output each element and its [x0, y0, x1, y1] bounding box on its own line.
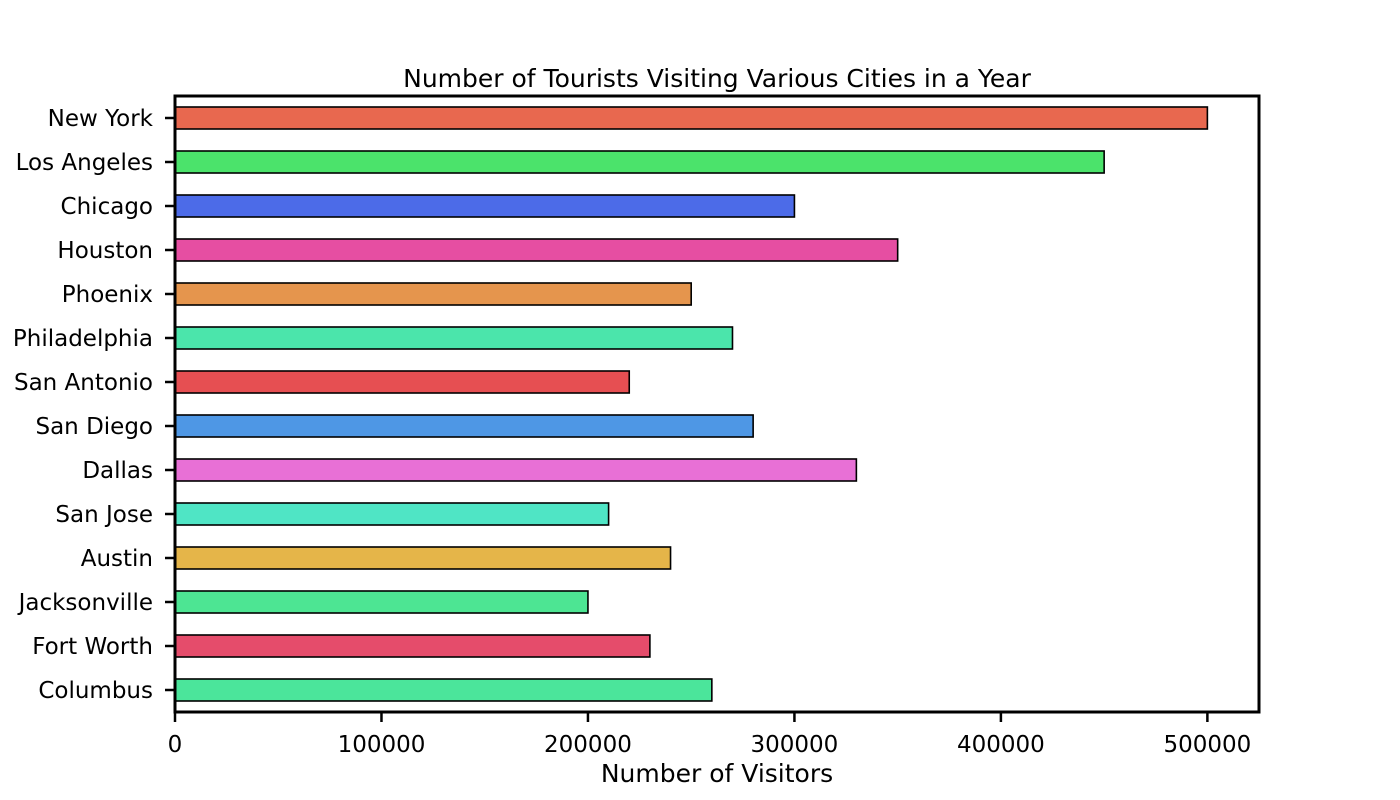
bars-layer — [174, 106, 1209, 702]
x-tick-label: 500000 — [1163, 732, 1251, 758]
bar-houston — [174, 238, 899, 262]
y-tick-label: New York — [48, 106, 154, 132]
y-tick-label: Columbus — [38, 678, 153, 704]
y-tick-label: Los Angeles — [16, 150, 153, 176]
bar-fort-worth — [174, 634, 651, 658]
bar-san-antonio — [174, 370, 631, 394]
x-tick-label: 0 — [168, 732, 183, 758]
y-tick-label: Houston — [57, 238, 153, 264]
plot-frame — [173, 94, 1261, 714]
x-tick-label: 300000 — [751, 732, 839, 758]
x-tick-label: 400000 — [957, 732, 1045, 758]
bar-austin — [174, 546, 672, 570]
bar-los-angeles — [174, 150, 1105, 174]
x-tick-label: 200000 — [544, 732, 632, 758]
bar-philadelphia — [174, 326, 734, 350]
y-tick-label: San Jose — [55, 502, 153, 528]
y-tick-label: Dallas — [82, 458, 153, 484]
bar-dallas — [174, 458, 858, 482]
y-tick-label: Jacksonville — [17, 590, 153, 616]
x-tick-label: 100000 — [338, 732, 426, 758]
x-axis-label: Number of Visitors — [601, 759, 833, 788]
bar-phoenix — [174, 282, 692, 306]
y-tick-label: San Antonio — [14, 370, 153, 396]
bar-jacksonville — [174, 590, 589, 614]
chart-title: Number of Tourists Visiting Various Citi… — [403, 64, 1031, 93]
bar-san-jose — [174, 502, 610, 526]
axes-layer: New York Los Angeles Chicago Houston Phoenix… — [13, 94, 1261, 758]
y-tick-label: Chicago — [61, 194, 153, 220]
y-tick-label: Philadelphia — [13, 326, 153, 352]
bar-columbus — [174, 678, 713, 702]
bar-new-york — [174, 106, 1209, 130]
bar-chicago — [174, 194, 796, 218]
y-tick-label: Austin — [81, 546, 153, 572]
bar-san-diego — [174, 414, 754, 438]
y-tick-label: San Diego — [35, 414, 153, 440]
y-tick-label: Fort Worth — [32, 634, 153, 660]
y-tick-label: Phoenix — [62, 282, 153, 308]
